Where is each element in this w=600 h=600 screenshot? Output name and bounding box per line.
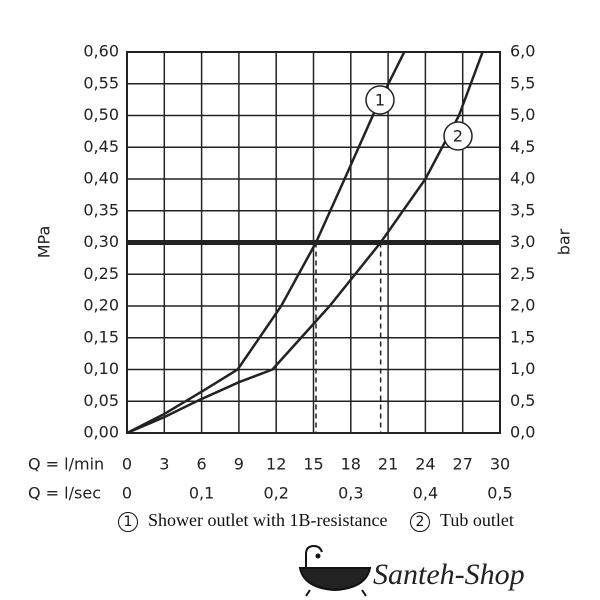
x-tick-label: 15 [303, 455, 323, 474]
y2-tick-label: 0,0 [510, 423, 535, 442]
legend-item: 2 Tub outlet [410, 507, 600, 533]
x-tick-label: 3 [159, 455, 169, 474]
x-tick-label: 9 [234, 455, 244, 474]
y2-tick-label: 5,0 [510, 105, 535, 124]
y-tick-label: 0,00 [83, 423, 119, 442]
y2-tick-label: 4,5 [510, 137, 535, 156]
y-tick-label: 0,50 [83, 105, 119, 124]
y2-tick-label: 5,5 [510, 73, 535, 92]
legend-text: Shower outlet with 1B-resistance [148, 510, 388, 530]
y-tick-label: 0,60 [83, 42, 119, 61]
series-tag: 1 [375, 91, 385, 110]
y-tick-label: 0,55 [83, 73, 119, 92]
y2-tick-label: 4,0 [510, 169, 535, 188]
x2-tick-label: 0,3 [338, 484, 363, 503]
series-line [126, 51, 484, 435]
x-tick-label: 12 [266, 455, 286, 474]
y-tick-label: 0,45 [83, 137, 119, 156]
legend-item: 1 Shower outlet with 1B-resistance [118, 507, 408, 533]
y-tick-label: 0,20 [83, 296, 119, 315]
logo-icon [298, 544, 372, 597]
y-tick-label: 0,05 [83, 391, 119, 410]
x2-tick-label: 0,2 [263, 484, 288, 503]
series-tag-circle [443, 121, 473, 151]
x2-axis-label: Q = l/sec [28, 484, 101, 503]
y2-axis-label: bar [555, 228, 574, 255]
x-tick-label: 18 [341, 455, 361, 474]
series-tag: 2 [453, 127, 463, 146]
series-line [126, 51, 406, 435]
x-tick-label: 21 [378, 455, 398, 474]
y2-tick-label: 2,0 [510, 296, 535, 315]
x2-tick-label: 0,5 [487, 484, 512, 503]
y2-tick-label: 6,0 [510, 42, 535, 61]
y2-tick-label: 3,0 [510, 232, 535, 251]
x2-tick-label: 0,1 [189, 484, 214, 503]
watermark: Santeh-Shop [373, 558, 525, 591]
y2-tick-label: 0,5 [510, 391, 535, 410]
y-axis-label: MPa [35, 226, 54, 259]
y-tick-label: 0,15 [83, 327, 119, 346]
x-tick-label: 27 [453, 455, 473, 474]
y-tick-label: 0,35 [83, 200, 119, 219]
x2-tick-label: 0 [122, 484, 132, 503]
y-tick-label: 0,10 [83, 359, 119, 378]
y-tick-label: 0,25 [83, 264, 119, 283]
legend-marker: 1 [118, 512, 138, 532]
x2-tick-label: 0,4 [413, 484, 438, 503]
y-tick-label: 0,30 [83, 232, 119, 251]
x-tick-label: 0 [122, 455, 132, 474]
y2-tick-label: 1,5 [510, 327, 535, 346]
legend-text: Tub outlet [440, 510, 514, 530]
y2-tick-label: 1,0 [510, 359, 535, 378]
x-tick-label: 30 [490, 455, 510, 474]
x-tick-label: 6 [197, 455, 207, 474]
x-tick-label: 24 [415, 455, 435, 474]
y2-tick-label: 2,5 [510, 264, 535, 283]
y2-tick-label: 3,5 [510, 200, 535, 219]
x-axis-label: Q = l/min [28, 455, 104, 474]
series-tag-circle [365, 85, 395, 115]
legend-marker: 2 [410, 512, 430, 532]
y-tick-label: 0,40 [83, 169, 119, 188]
